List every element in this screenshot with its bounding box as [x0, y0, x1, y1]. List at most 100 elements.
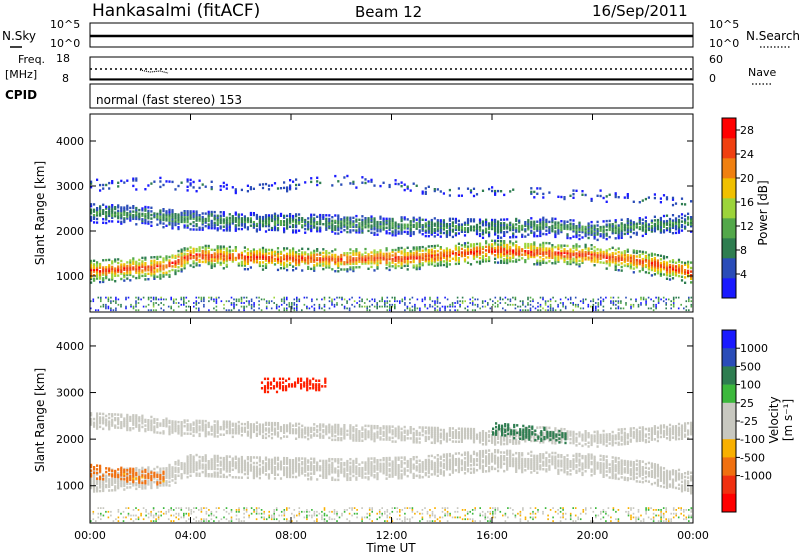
power-cell	[509, 249, 512, 252]
velocity-cell	[358, 468, 361, 472]
power-cell	[105, 307, 107, 310]
power-cell	[524, 309, 527, 312]
velocity-cell	[346, 467, 349, 470]
power-cell	[563, 197, 566, 201]
velocity-cell	[150, 481, 153, 484]
power-cell	[189, 251, 192, 255]
power-cell	[361, 181, 364, 184]
power-cell	[584, 227, 587, 230]
power-cell	[608, 264, 611, 267]
power-cell	[411, 305, 414, 308]
power-cell	[647, 264, 650, 267]
power-cell	[454, 253, 457, 257]
power-cell	[123, 220, 126, 224]
power-cell	[668, 225, 672, 228]
velocity-cell	[289, 470, 292, 473]
power-cell	[373, 269, 376, 272]
power-cell	[596, 259, 599, 262]
power-cell	[626, 259, 629, 262]
power-cell	[491, 243, 494, 246]
velocity-cell	[117, 471, 120, 475]
power-cell	[575, 225, 578, 228]
power-cell	[142, 296, 145, 299]
power-cell	[253, 309, 255, 312]
power-cell	[250, 305, 253, 308]
power-cell	[614, 192, 617, 195]
power-cell	[388, 261, 391, 264]
power-cell	[504, 296, 507, 299]
velocity-cell	[370, 470, 373, 473]
cpid-mode-text: normal (fast stereo) 153	[96, 93, 242, 107]
power-cell	[361, 218, 364, 222]
power-cell	[349, 220, 352, 223]
power-cell	[322, 248, 325, 251]
power-cell	[533, 190, 536, 194]
power-cell	[647, 296, 650, 299]
power-cell	[582, 300, 585, 303]
power-cell	[328, 266, 331, 269]
power-cell	[295, 263, 298, 267]
power-cell	[406, 307, 409, 310]
power-cell	[506, 252, 509, 256]
velocity-cell	[406, 463, 409, 467]
power-cell	[264, 255, 268, 259]
power-cell	[575, 263, 578, 266]
power-cell	[286, 256, 289, 259]
velocity-cell	[340, 471, 343, 474]
power-cell	[460, 228, 463, 232]
power-cell	[674, 270, 678, 273]
velocity-cell	[231, 476, 234, 479]
power-cell	[144, 265, 147, 268]
power-cell	[183, 303, 185, 306]
power-cell	[481, 236, 485, 239]
power-cell	[102, 269, 105, 273]
power-cell	[177, 262, 180, 265]
power-cell	[391, 221, 394, 224]
power-cell	[263, 298, 265, 301]
power-cell	[478, 256, 482, 260]
power-cell	[177, 222, 180, 225]
power-cell	[243, 246, 246, 249]
power-cell	[298, 216, 301, 220]
velocity-cell	[261, 467, 265, 471]
velocity-cell	[198, 472, 201, 476]
power-cell	[533, 233, 536, 236]
power-cell	[280, 300, 283, 303]
power-cell	[93, 210, 96, 213]
power-cell	[644, 260, 647, 263]
power-cell	[690, 266, 693, 270]
power-cell	[494, 231, 497, 234]
power-cell	[394, 265, 397, 268]
power-cell	[500, 190, 503, 193]
power-cell	[144, 218, 147, 221]
power-cell	[578, 221, 581, 224]
power-cell	[96, 263, 99, 266]
velocity-cell	[409, 469, 412, 472]
power-cell	[325, 253, 328, 256]
power-cell	[99, 275, 102, 278]
power-cell	[293, 303, 296, 306]
power-cell	[466, 230, 470, 234]
power-cell	[400, 263, 403, 266]
power-cell	[445, 261, 448, 265]
power-cell	[110, 300, 112, 303]
velocity-cell	[328, 472, 331, 476]
power-cell	[235, 298, 238, 301]
power-cell	[135, 179, 138, 182]
power-cell	[204, 248, 207, 251]
velocity-cell	[240, 459, 243, 463]
power-cell	[457, 223, 460, 226]
power-cell	[313, 220, 316, 224]
velocity-cell	[225, 457, 228, 460]
velocity-cell	[367, 461, 370, 464]
power-cell	[500, 231, 503, 234]
power-cell	[346, 257, 349, 260]
power-colorbar-swatch	[722, 278, 736, 299]
velocity-cell	[165, 469, 168, 472]
power-cell	[150, 296, 152, 299]
power-cell	[527, 251, 530, 255]
power-cell	[497, 305, 499, 308]
power-cell	[521, 228, 524, 231]
power-cell	[605, 253, 608, 256]
velocity-cell	[361, 476, 364, 479]
